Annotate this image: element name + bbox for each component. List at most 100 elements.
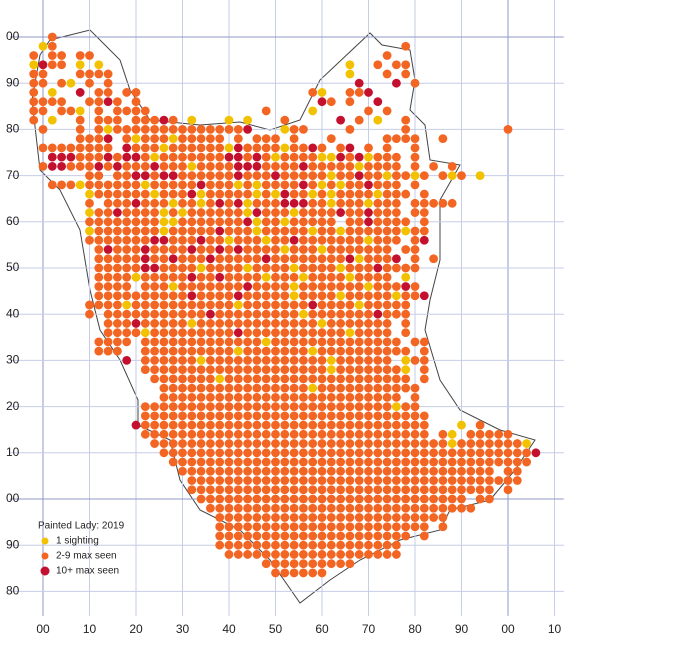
sighting-dot xyxy=(457,448,466,458)
sighting-dot xyxy=(336,448,345,458)
sighting-dot xyxy=(382,513,392,522)
sighting-dot xyxy=(252,365,262,375)
sighting-dot xyxy=(326,319,336,328)
sighting-dot xyxy=(224,346,234,356)
sighting-dot xyxy=(206,198,215,208)
sighting-dot xyxy=(94,337,104,347)
sighting-dot xyxy=(159,429,169,439)
sighting-dot xyxy=(159,208,169,217)
sighting-dot xyxy=(159,328,169,338)
sighting-dot xyxy=(243,189,253,199)
sighting-dot xyxy=(373,392,383,402)
sighting-dot xyxy=(178,319,187,328)
sighting-dot xyxy=(168,263,178,273)
sighting-dot xyxy=(187,263,197,273)
sighting-dot xyxy=(252,466,262,476)
sighting-dot xyxy=(233,346,243,356)
sighting-dot xyxy=(308,152,318,162)
sighting-dot xyxy=(271,513,280,522)
sighting-dot xyxy=(271,503,280,513)
sighting-dot xyxy=(215,217,225,227)
sighting-dot xyxy=(140,189,150,199)
sighting-dot xyxy=(466,429,476,439)
sighting-dot xyxy=(373,522,383,532)
sighting-dot xyxy=(392,485,401,495)
sighting-dot xyxy=(289,245,299,254)
sighting-dot xyxy=(122,124,132,134)
sighting-dot xyxy=(196,309,206,319)
sighting-dot xyxy=(289,402,299,411)
sighting-dot xyxy=(178,254,187,264)
sighting-dot xyxy=(364,466,373,476)
sighting-dot xyxy=(233,189,243,199)
sighting-dot xyxy=(382,171,392,181)
sighting-dot xyxy=(419,374,429,384)
sighting-dot xyxy=(308,254,318,264)
sighting-dot xyxy=(336,254,345,264)
sighting-dot xyxy=(429,503,438,513)
sighting-dot xyxy=(382,272,392,282)
sighting-dot xyxy=(224,189,234,199)
sighting-dot xyxy=(243,374,253,384)
sighting-dot xyxy=(271,522,280,532)
sighting-dot xyxy=(308,439,318,448)
sighting-dot xyxy=(215,300,225,310)
sighting-dot xyxy=(354,402,364,411)
sighting-dot xyxy=(140,300,150,310)
sighting-dot xyxy=(196,429,206,439)
sighting-dot xyxy=(233,208,243,217)
sighting-dot xyxy=(261,337,271,347)
sighting-dot xyxy=(354,356,364,365)
sighting-dot xyxy=(410,198,420,208)
sighting-dot xyxy=(382,282,392,291)
sighting-dot xyxy=(345,466,355,476)
sighting-dot xyxy=(354,291,364,301)
sighting-dot xyxy=(326,476,336,485)
sighting-dot xyxy=(354,263,364,273)
sighting-dot xyxy=(289,208,299,217)
sighting-dot xyxy=(103,254,113,264)
sighting-dot xyxy=(354,198,364,208)
sighting-dot xyxy=(392,291,401,301)
sighting-dot xyxy=(345,235,355,245)
sighting-dot xyxy=(187,245,197,254)
sighting-dot xyxy=(485,457,494,467)
sighting-dot xyxy=(131,235,141,245)
sighting-dot xyxy=(317,503,327,513)
sighting-dot xyxy=(168,411,178,421)
sighting-dot xyxy=(364,189,373,199)
sighting-dot xyxy=(159,235,169,245)
sighting-dot xyxy=(485,429,494,439)
sighting-dot xyxy=(224,476,234,485)
sighting-dot xyxy=(447,503,457,513)
sighting-dot xyxy=(410,485,420,495)
sighting-dot xyxy=(196,411,206,421)
sighting-dot xyxy=(401,189,411,199)
x-tick-label: 10 xyxy=(548,622,562,636)
sighting-dot xyxy=(354,152,364,162)
sighting-dot xyxy=(485,439,494,448)
sighting-dot xyxy=(150,161,160,171)
sighting-dot xyxy=(308,485,318,495)
sighting-dot xyxy=(150,180,160,190)
sighting-dot xyxy=(326,457,336,467)
sighting-dot xyxy=(233,226,243,236)
sighting-dot xyxy=(410,402,420,411)
sighting-dot xyxy=(364,161,373,171)
sighting-dot xyxy=(122,226,132,236)
sighting-dot xyxy=(392,300,401,310)
sighting-dot xyxy=(354,189,364,199)
x-tick-label: 00 xyxy=(36,622,50,636)
sighting-dot xyxy=(168,134,178,144)
sighting-dot xyxy=(261,476,271,485)
sighting-dot xyxy=(206,485,215,495)
sighting-dot xyxy=(280,254,290,264)
sighting-dot xyxy=(475,420,485,430)
sighting-dot xyxy=(206,503,215,513)
sighting-dot xyxy=(187,124,197,134)
sighting-dot xyxy=(196,356,206,365)
sighting-dot xyxy=(345,198,355,208)
sighting-dot xyxy=(113,115,122,125)
sighting-dot xyxy=(271,411,280,421)
sighting-dot xyxy=(364,328,373,338)
